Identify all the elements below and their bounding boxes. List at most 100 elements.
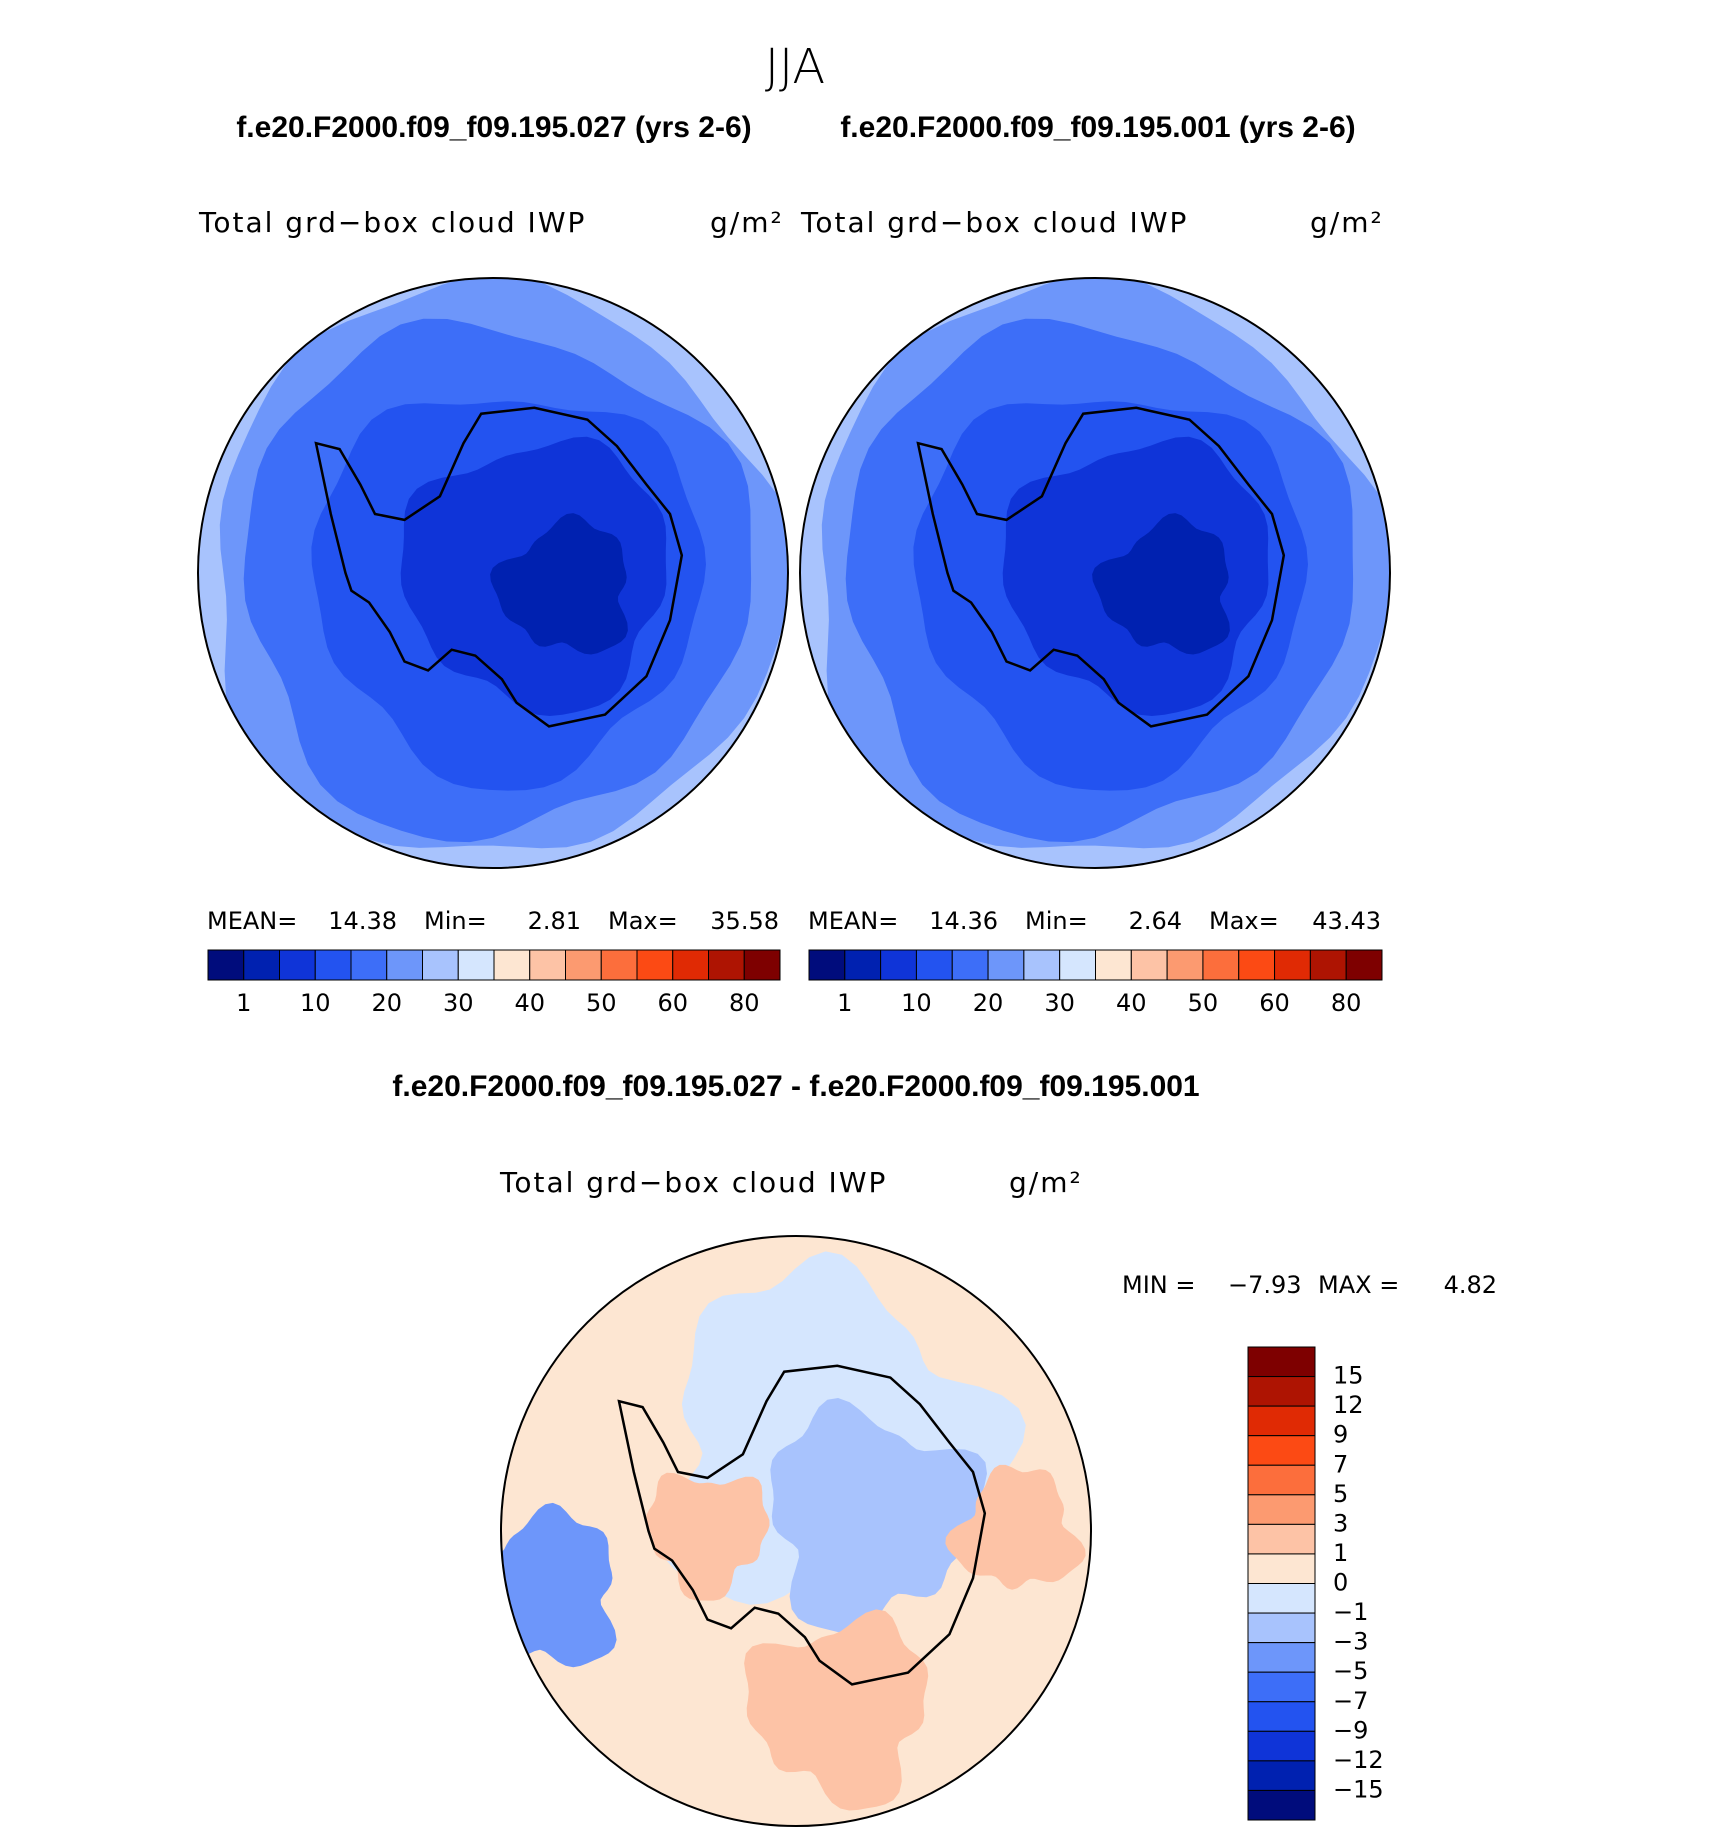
colorbar-box xyxy=(493,949,531,981)
colorbar-box xyxy=(529,949,566,981)
colorbar-box xyxy=(915,949,953,981)
map xyxy=(198,278,788,868)
colorbar-box xyxy=(1059,949,1096,981)
colorbar-label: 40 xyxy=(514,989,545,1017)
colorbar-box xyxy=(1247,1494,1316,1525)
colorbar-label: 5 xyxy=(1333,1480,1348,1508)
colorbar-box xyxy=(1247,1464,1316,1496)
units-label: g/m² xyxy=(1310,206,1384,239)
colorbar-box xyxy=(808,949,846,981)
stat-value: 2.64 xyxy=(1129,907,1182,935)
contour-fill xyxy=(501,1502,617,1668)
colorbar-box xyxy=(1095,949,1132,981)
colorbar-box xyxy=(207,949,245,981)
stat-value: 43.43 xyxy=(1312,907,1381,935)
colorbar-label: 30 xyxy=(1044,989,1075,1017)
colorbar-box xyxy=(600,949,638,981)
colorbar-label: 1 xyxy=(1333,1539,1348,1567)
panel-case: f.e20.F2000.f09_f09.195.027 (yrs 2-6) xyxy=(236,111,751,144)
colorbar-box xyxy=(1247,1435,1316,1466)
colorbar-box xyxy=(350,949,388,981)
colorbar-label: 30 xyxy=(443,989,474,1017)
colorbar-box xyxy=(1247,1671,1316,1703)
stat-value: 35.58 xyxy=(710,907,779,935)
colorbar-box xyxy=(279,949,316,981)
stat-value: 2.81 xyxy=(528,907,581,935)
colorbar-box xyxy=(1238,949,1276,981)
colorbar-label: 20 xyxy=(973,989,1004,1017)
colorbar-label: 15 xyxy=(1333,1362,1364,1390)
colorbar-box xyxy=(1274,949,1311,981)
colorbar-box xyxy=(1309,949,1347,981)
colorbar-box xyxy=(1247,1405,1316,1437)
variable-label: Total grd−box cloud IWP xyxy=(499,1166,887,1199)
colorbar-label: −7 xyxy=(1333,1687,1368,1715)
map-border xyxy=(500,1235,1092,1827)
contour-fill xyxy=(770,1398,987,1634)
colorbar-box xyxy=(987,949,1025,981)
colorbar-box xyxy=(1247,1760,1316,1791)
colorbar-label: −9 xyxy=(1333,1716,1368,1744)
colorbar-label: 10 xyxy=(901,989,932,1017)
colorbar-box xyxy=(1023,949,1061,981)
min-value: −7.93 xyxy=(1228,1271,1302,1299)
map-border xyxy=(799,277,1391,869)
panel-case: f.e20.F2000.f09_f09.195.001 (yrs 2-6) xyxy=(840,111,1355,144)
colorbar-label: 40 xyxy=(1116,989,1147,1017)
stat-label: Min= xyxy=(1025,907,1088,935)
colorbar-box xyxy=(880,949,917,981)
colorbar-label: 1 xyxy=(236,989,251,1017)
map xyxy=(800,278,1390,868)
contour-fill xyxy=(1092,513,1230,655)
colorbar-label: 7 xyxy=(1333,1450,1348,1478)
colorbar-label: 80 xyxy=(729,989,760,1017)
colorbar-box xyxy=(457,949,495,981)
maps: MEAN= 14.38 Min= 2.81 Max= 35.58 1 10 20 30 40 50 60… xyxy=(197,277,1391,1827)
contour-fill xyxy=(744,1609,929,1811)
colorbar-box xyxy=(1247,1789,1316,1821)
colorbar-label: 9 xyxy=(1333,1421,1348,1449)
colorbar-label: 60 xyxy=(657,989,688,1017)
colorbar-box xyxy=(1247,1612,1316,1644)
units-label: g/m² xyxy=(1009,1166,1083,1199)
colorbar-box xyxy=(951,949,989,981)
colorbar-label: −1 xyxy=(1333,1598,1368,1626)
colorbar-label: 50 xyxy=(586,989,617,1017)
colorbar-box xyxy=(708,949,745,981)
map-border xyxy=(197,277,789,869)
coastline xyxy=(314,406,684,728)
colorbar-box xyxy=(672,949,709,981)
colorbar-label: 50 xyxy=(1188,989,1219,1017)
colorbar-label: −3 xyxy=(1333,1628,1368,1656)
colorbar-box xyxy=(386,949,423,981)
stat-label: Max= xyxy=(1209,907,1279,935)
colorbar-label: 20 xyxy=(371,989,402,1017)
colorbar-label: −12 xyxy=(1333,1746,1384,1774)
colorbar-box xyxy=(1247,1730,1316,1762)
colorbar-label: 1 xyxy=(837,989,852,1017)
min-label: MIN = xyxy=(1122,1271,1195,1299)
coastline xyxy=(617,1364,987,1686)
contour-fill xyxy=(645,1472,770,1601)
colorbar-label: −5 xyxy=(1333,1657,1368,1685)
difference-map xyxy=(501,1236,1091,1826)
colorbar-box xyxy=(1247,1523,1316,1555)
colorbar-box xyxy=(243,949,280,981)
colorbar-box xyxy=(1247,1376,1316,1407)
colorbar-box xyxy=(1247,1553,1316,1584)
colorbar-label: 12 xyxy=(1333,1391,1364,1419)
stat-label: Max= xyxy=(608,907,678,935)
colorbar-label: 3 xyxy=(1333,1509,1348,1537)
colorbar-box xyxy=(1247,1701,1316,1732)
colorbar-box xyxy=(743,949,781,981)
figure-title: JJA xyxy=(765,39,825,95)
colorbar-box xyxy=(1247,1583,1316,1614)
variable-label: Total grd−box cloud IWP xyxy=(198,206,586,239)
colorbar-box xyxy=(636,949,674,981)
colorbar-label: 10 xyxy=(300,989,331,1017)
stat-value: 14.38 xyxy=(328,907,397,935)
colorbar-box xyxy=(1202,949,1240,981)
max-value: 4.82 xyxy=(1444,1271,1497,1299)
stat-label: MEAN= xyxy=(207,907,297,935)
stat-label: MEAN= xyxy=(808,907,898,935)
